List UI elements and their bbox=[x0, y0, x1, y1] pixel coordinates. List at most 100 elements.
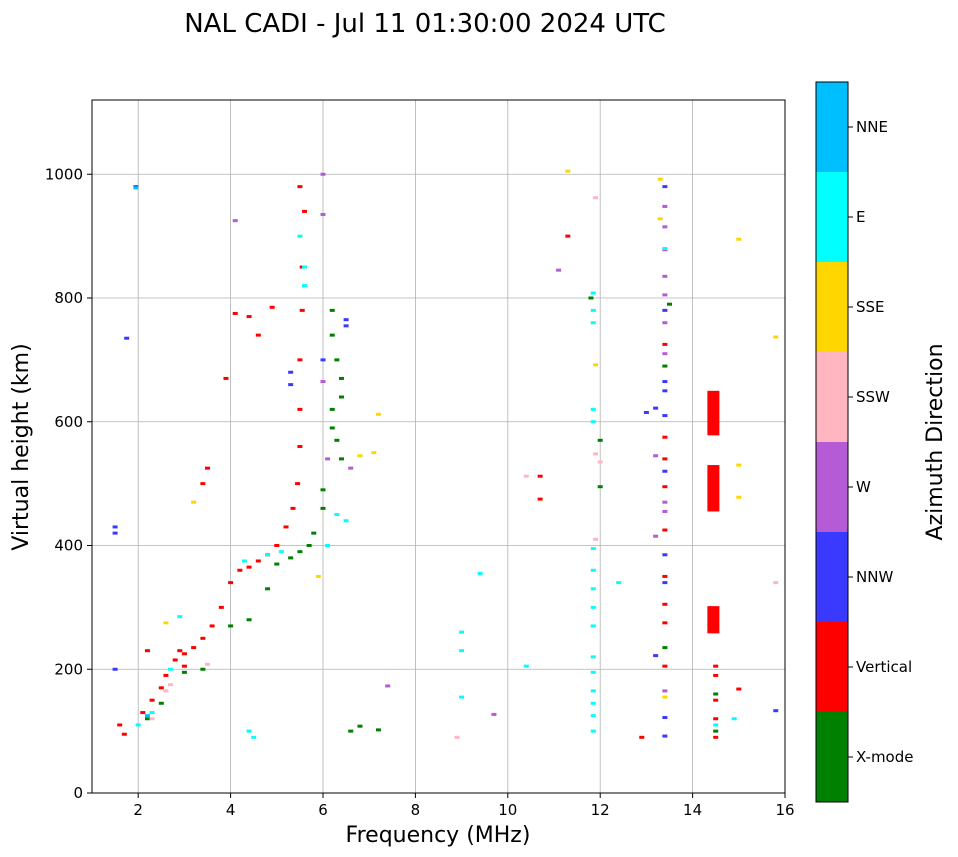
echo-point-e bbox=[302, 265, 308, 269]
echo-point-x-mode bbox=[274, 562, 280, 566]
y-tick-label: 0 bbox=[73, 784, 83, 802]
echo-point-vertical bbox=[537, 474, 543, 478]
echo-point-vertical bbox=[295, 482, 301, 486]
echo-point-vertical bbox=[537, 497, 543, 501]
echo-point-w bbox=[662, 352, 668, 356]
echo-point-vertical bbox=[232, 311, 238, 315]
echo-point-vertical bbox=[290, 506, 296, 510]
echo-point-vertical bbox=[117, 723, 123, 727]
echo-point-w bbox=[491, 712, 497, 716]
echo-point-vertical bbox=[246, 315, 252, 319]
echo-point-ssw bbox=[149, 717, 155, 721]
echo-point-ssw bbox=[773, 581, 779, 585]
echo-point-e bbox=[325, 544, 331, 547]
echo-point-nnw bbox=[662, 414, 668, 418]
echo-point-e bbox=[459, 649, 465, 653]
echo-point-e bbox=[590, 655, 596, 659]
echo-point-x-mode bbox=[338, 395, 344, 399]
echo-point-w bbox=[662, 293, 668, 297]
echo-point-x-mode bbox=[320, 488, 326, 492]
echo-point-e bbox=[334, 513, 340, 517]
echo-point-x-mode bbox=[662, 646, 668, 650]
echo-point-w bbox=[662, 509, 668, 513]
echo-point-ssw bbox=[523, 474, 529, 478]
echo-point-x-mode bbox=[597, 438, 603, 442]
echo-point-vertical bbox=[223, 376, 229, 380]
echo-point-e bbox=[590, 624, 596, 628]
echo-point-w bbox=[662, 204, 668, 208]
data-marks bbox=[112, 169, 779, 739]
echo-point-nne bbox=[133, 186, 139, 190]
echo-point-vertical bbox=[639, 735, 645, 739]
echo-point-x-mode bbox=[338, 457, 344, 461]
echo-point-ssw bbox=[168, 683, 174, 687]
echo-point-ssw bbox=[163, 689, 169, 693]
echo-point-x-mode bbox=[338, 376, 344, 380]
echo-point-sse bbox=[657, 217, 663, 221]
echo-point-e bbox=[278, 550, 284, 554]
echo-point-x-mode bbox=[158, 701, 164, 705]
echo-point-x-mode bbox=[306, 544, 312, 547]
echo-point-vertical bbox=[274, 544, 280, 547]
echo-point-e bbox=[302, 284, 308, 288]
echo-point-nnw bbox=[662, 553, 668, 557]
echo-point-e bbox=[590, 547, 596, 551]
echo-block bbox=[707, 606, 720, 634]
grid-lines bbox=[92, 100, 786, 794]
echo-point-nnw bbox=[112, 525, 118, 529]
echo-point-e bbox=[590, 701, 596, 705]
echo-point-nnw bbox=[662, 308, 668, 312]
echo-point-vertical bbox=[191, 646, 197, 650]
echo-point-e bbox=[477, 571, 483, 575]
echo-point-x-mode bbox=[375, 728, 381, 732]
echo-point-vertical bbox=[299, 308, 305, 312]
echo-point-vertical bbox=[297, 358, 303, 362]
echo-point-vertical bbox=[713, 673, 719, 677]
y-axis: 0 200 400 600 800 1000 bbox=[45, 165, 92, 802]
y-tick-label: 400 bbox=[54, 537, 83, 555]
echo-point-w bbox=[232, 219, 238, 223]
echo-point-nnw bbox=[662, 469, 668, 473]
echo-point-e bbox=[731, 717, 737, 721]
colorbar-category-label: NNE bbox=[856, 118, 888, 136]
echo-point-x-mode bbox=[228, 624, 234, 628]
echo-point-vertical bbox=[200, 636, 206, 640]
echo-point-w bbox=[653, 454, 659, 458]
echo-point-nnw bbox=[662, 380, 668, 384]
echo-point-vertical bbox=[140, 711, 146, 715]
echo-point-nnw bbox=[288, 383, 294, 387]
colorbar-category-label: Vertical bbox=[856, 658, 912, 676]
colorbar-segment bbox=[816, 622, 848, 712]
echo-point-sse bbox=[191, 500, 197, 504]
echo-point-vertical bbox=[713, 664, 719, 668]
y-tick-label: 1000 bbox=[45, 165, 83, 183]
echo-point-vertical bbox=[149, 698, 155, 702]
colorbar-segment bbox=[816, 262, 848, 352]
colorbar-category-label: X-mode bbox=[856, 748, 913, 766]
echo-point-sse bbox=[375, 412, 381, 416]
echo-point-vertical bbox=[163, 673, 169, 677]
echo-point-e bbox=[523, 664, 529, 668]
colorbar-segment bbox=[816, 172, 848, 262]
echo-point-nne bbox=[144, 714, 150, 718]
echo-point-vertical bbox=[269, 305, 275, 309]
echo-point-sse bbox=[565, 169, 571, 173]
echo-block bbox=[707, 465, 720, 512]
echo-point-vertical bbox=[121, 732, 127, 736]
echo-point-ssw bbox=[454, 735, 460, 739]
echo-point-vertical bbox=[297, 445, 303, 448]
echo-point-x-mode bbox=[246, 618, 252, 622]
echo-point-vertical bbox=[662, 602, 668, 606]
echo-point-vertical bbox=[736, 687, 742, 691]
echo-point-sse bbox=[662, 695, 668, 699]
echo-point-sse bbox=[736, 463, 742, 467]
echo-point-ssw bbox=[593, 452, 599, 456]
echo-point-e bbox=[177, 615, 183, 619]
x-tick-label: 14 bbox=[683, 801, 702, 819]
echo-point-vertical bbox=[218, 605, 224, 609]
echo-point-sse bbox=[736, 495, 742, 499]
echo-point-vertical bbox=[228, 581, 234, 585]
echo-point-nnw bbox=[662, 734, 668, 738]
echo-point-x-mode bbox=[588, 296, 594, 300]
echo-point-vertical bbox=[662, 664, 668, 668]
